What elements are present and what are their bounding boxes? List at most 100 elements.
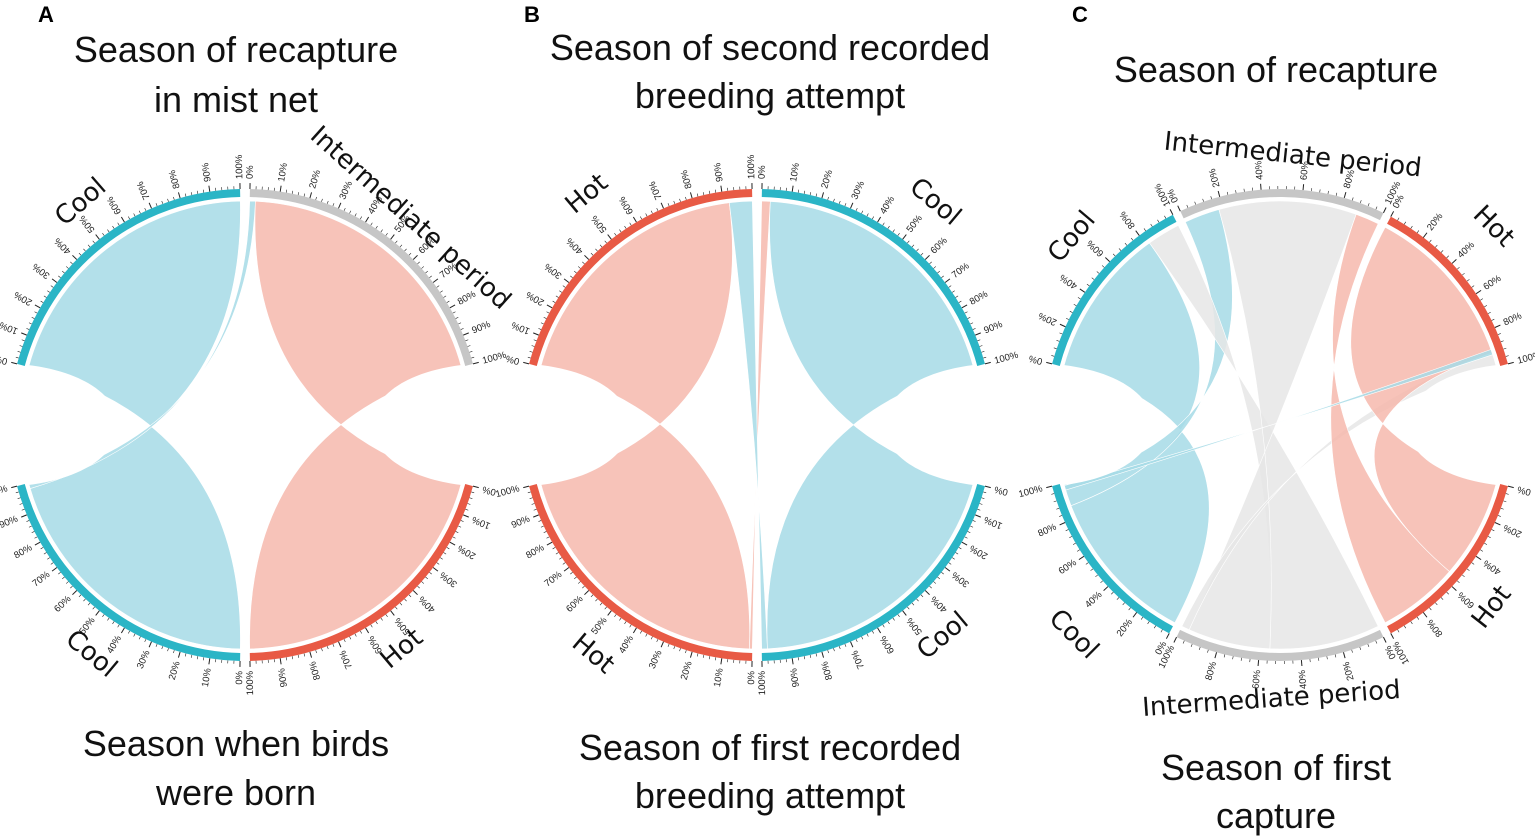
axis-tick — [1367, 643, 1370, 647]
segment-label-cool: Cool — [60, 624, 123, 684]
axis-tick — [645, 633, 648, 637]
panel-b-letter: B — [524, 2, 540, 27]
axis-tick — [285, 189, 288, 193]
axis-tick — [17, 497, 21, 499]
tick-label: 70% — [30, 569, 52, 590]
axis-tick — [1410, 225, 1413, 229]
tick-label: 40% — [1057, 271, 1079, 291]
tick-label: 100% — [245, 670, 257, 695]
axis-tick — [955, 552, 959, 555]
tick-label: 30% — [542, 260, 564, 281]
axis-tick — [916, 248, 919, 252]
chord-cool-to-hot — [728, 200, 768, 650]
axis-tick — [297, 654, 300, 658]
axis-tick — [390, 610, 395, 616]
tick-label: 90% — [788, 667, 802, 688]
title-top-line: Season of recapture — [1114, 49, 1438, 90]
axis-tick — [349, 636, 352, 640]
axis-tick — [1160, 629, 1163, 633]
axis-tick — [15, 356, 19, 359]
axis-tick — [472, 485, 479, 489]
axis-tick — [291, 656, 294, 660]
axis-tick — [1085, 562, 1089, 565]
axis-tick — [708, 190, 711, 194]
axis-tick — [941, 572, 944, 575]
axis-tick — [472, 361, 479, 365]
axis-tick — [590, 252, 594, 256]
axis-tick — [1491, 318, 1495, 321]
tick-label: 60% — [1057, 557, 1079, 577]
axis-tick — [408, 594, 412, 598]
axis-tick — [1429, 607, 1432, 611]
axis-tick — [650, 636, 653, 640]
tick-label: 20% — [455, 542, 477, 561]
axis-tick — [43, 295, 47, 298]
axis-tick — [385, 614, 388, 617]
axis-tick — [1390, 633, 1395, 639]
tick-label: 60% — [1299, 160, 1312, 181]
axis-tick — [573, 576, 577, 580]
axis-tick — [1059, 323, 1066, 328]
tick-label: 70% — [647, 179, 665, 201]
axis-tick — [1073, 303, 1077, 306]
axis-tick — [981, 351, 985, 353]
axis-tick — [449, 541, 456, 546]
tick-label: 80% — [307, 659, 323, 681]
axis-tick — [375, 621, 378, 625]
axis-tick — [1416, 230, 1420, 234]
axis-tick — [1327, 190, 1329, 194]
axis-tick — [1300, 659, 1303, 667]
axis-tick — [964, 536, 968, 539]
title-top-line: Season of second recorded — [550, 27, 990, 68]
axis-tick — [573, 270, 577, 274]
axis-tick — [127, 630, 130, 634]
axis-tick — [26, 520, 30, 522]
tick-label: 80% — [12, 542, 34, 561]
tick-label: 100% — [1516, 350, 1535, 367]
axis-tick — [866, 213, 869, 217]
axis-tick — [529, 351, 533, 353]
axis-tick — [449, 304, 456, 309]
axis-tick — [639, 630, 642, 634]
axis-tick — [972, 520, 976, 522]
axis-tick — [31, 316, 35, 319]
axis-tick — [850, 641, 854, 648]
axis-tick — [984, 361, 991, 365]
panel-a-letter: A — [38, 2, 54, 27]
axis-tick — [1326, 656, 1328, 660]
axis-tick — [833, 198, 835, 202]
tick-label: 0% — [746, 670, 757, 685]
axis-tick — [1198, 647, 1201, 651]
axis-tick — [656, 207, 659, 211]
tick-label: 90% — [510, 513, 532, 531]
tick-label: 80% — [1117, 209, 1137, 231]
axis-tick — [559, 290, 562, 293]
axis-tick — [455, 316, 459, 319]
axis-tick — [685, 650, 687, 654]
axis-tick — [702, 654, 705, 658]
axis-tick — [1457, 266, 1460, 270]
axis-tick — [902, 610, 907, 616]
tick-label: 20% — [167, 659, 183, 681]
axis-tick — [177, 651, 181, 658]
tick-label: 10% — [276, 162, 290, 183]
axis-tick — [850, 202, 854, 209]
axis-tick — [911, 602, 915, 606]
tick-label: 20% — [307, 168, 323, 190]
axis-tick — [440, 557, 443, 560]
axis-tick — [855, 207, 858, 211]
axis-tick — [429, 275, 432, 278]
tick-label: 80% — [968, 288, 990, 307]
axis-tick — [1079, 288, 1086, 293]
axis-tick — [365, 627, 370, 634]
axis-tick — [1343, 192, 1347, 199]
axis-tick — [924, 254, 930, 260]
tick-label: 40% — [52, 235, 74, 257]
axis-tick — [1416, 616, 1420, 620]
axis-tick — [1505, 355, 1509, 357]
axis-tick — [984, 485, 991, 489]
axis-tick — [61, 576, 65, 580]
axis-tick — [1351, 649, 1353, 653]
axis-tick — [1475, 555, 1482, 561]
tick-label: 100% — [757, 670, 769, 695]
